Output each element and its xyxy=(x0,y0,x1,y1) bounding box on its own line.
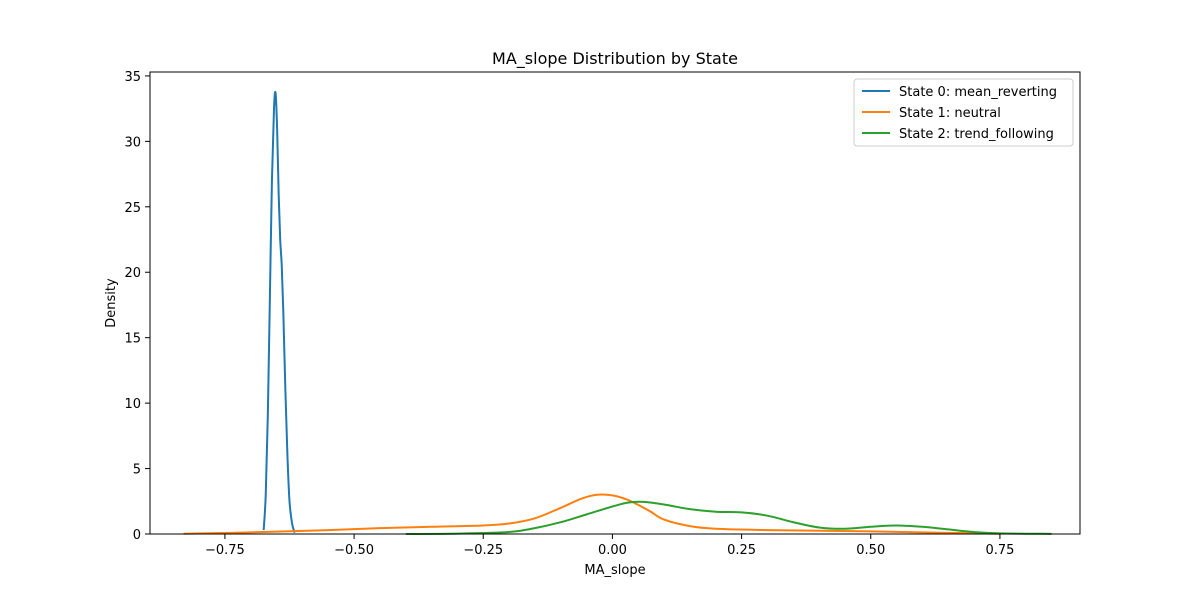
legend-box xyxy=(853,78,1074,147)
y-tick-label: 30 xyxy=(124,135,141,150)
series-line-state-1 xyxy=(183,493,1000,535)
legend-label-state-2: State 2: trend_following xyxy=(899,127,1054,142)
x-tick-label: −0.50 xyxy=(334,543,374,558)
y-tick-label: 15 xyxy=(124,332,141,347)
legend-label-state-1: State 1: neutral xyxy=(899,106,1001,121)
legend: State 0: mean_reverting State 1: neutral… xyxy=(853,78,1074,147)
chart-title: MA_slope Distribution by State xyxy=(492,49,738,69)
x-axis: −0.75 −0.50 −0.25 0.00 0.25 0.50 0.75 xyxy=(205,534,1014,558)
x-axis-label: MA_slope xyxy=(584,563,645,578)
x-tick-label: −0.75 xyxy=(205,543,245,558)
y-tick-label: 25 xyxy=(124,201,141,216)
series-line-state-0 xyxy=(262,90,296,533)
legend-label-state-0: State 0: mean_reverting xyxy=(899,85,1057,100)
x-tick-label: 0.50 xyxy=(856,543,885,558)
x-tick-label: −0.25 xyxy=(463,543,503,558)
y-tick-label: 20 xyxy=(124,266,141,281)
x-tick-label: 0.75 xyxy=(985,543,1014,558)
series-line-state-2 xyxy=(405,500,1052,535)
series-layer xyxy=(183,90,1052,535)
plot-frame xyxy=(149,71,1081,535)
y-axis-label: Density xyxy=(104,278,119,328)
x-tick-label: 0.25 xyxy=(727,543,756,558)
y-tick-label: 5 xyxy=(133,463,141,478)
y-tick-label: 0 xyxy=(133,528,141,543)
x-tick-label: 0.00 xyxy=(598,543,627,558)
y-tick-label: 35 xyxy=(124,70,141,85)
y-axis: 0 5 10 15 20 25 30 35 xyxy=(124,70,150,543)
y-tick-label: 10 xyxy=(124,397,141,412)
